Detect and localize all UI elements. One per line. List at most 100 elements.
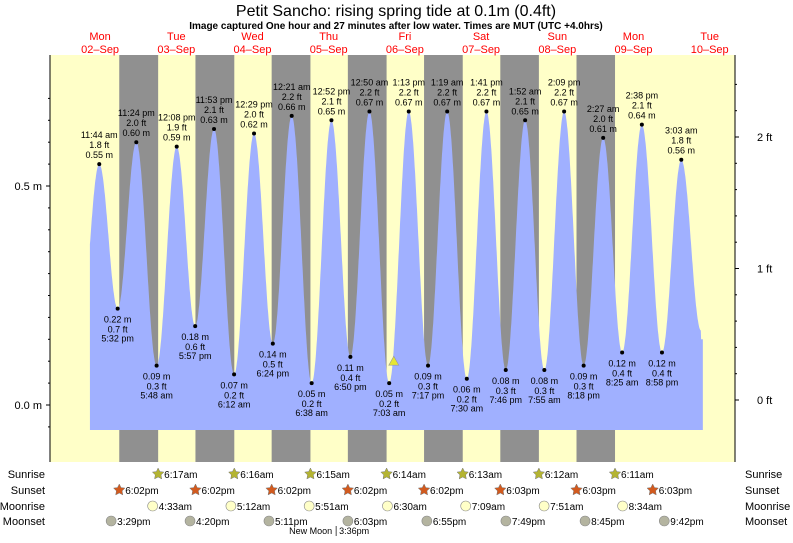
tide-height-m: 0.67 m [550,98,578,108]
high-tide-point [601,135,606,140]
left-axis-tick-label: 0.5 m [14,181,42,193]
tide-height-m: 0.61 m [589,124,617,134]
sunrise-icon [151,467,165,480]
tide-height-m: 0.09 m [570,372,598,382]
moonrise-icon [303,500,315,512]
moonrise-time: 5:51am [315,502,348,513]
moonrise-row-label-right: Moonrise [745,501,790,513]
high-tide-point [484,109,489,114]
sunrise-icon [532,467,546,480]
sunset-row-label-left: Sunset [11,485,45,497]
high-tide-point [174,144,179,149]
high-tide-point [679,157,684,162]
date-label: 02–Sep [81,44,119,56]
tide-height-m: 0.56 m [668,146,696,156]
tide-water-area [89,111,703,430]
tide-height-m: 0.09 m [414,372,442,382]
day-of-week-label: Thu [319,31,338,43]
low-tide-point [115,306,120,311]
low-tide-point [193,324,198,329]
tide-height-ft: 0.4 ft [340,373,361,383]
sunrise-row-label-left: Sunrise [8,469,45,481]
moonrise-time: 8:34am [629,502,662,513]
date-label: 03–Sep [157,44,195,56]
day-of-week-label: Tue [167,31,186,43]
moonset-time: 7:49pm [512,517,545,528]
high-tide-point [445,109,450,114]
moonset-time: 6:03pm [354,517,387,528]
tide-height-m: 0.09 m [143,372,171,382]
high-tide-point [639,122,644,127]
sunset-row-label-right: Sunset [745,485,779,497]
low-tide-point [620,350,625,355]
tide-height-ft: 0.5 ft [263,360,284,370]
low-tide-point [464,376,469,381]
sunset-icon [189,483,202,496]
high-tide-point [367,109,372,114]
low-tide-point [154,363,159,368]
day-of-week-label: Sat [473,31,490,43]
moonset-time: 5:11pm [275,517,308,528]
sunrise-time: 6:14am [393,470,426,481]
sunset-time: 6:02pm [354,486,387,497]
tide-height-ft: 0.3 ft [496,386,517,396]
sunset-time: 6:02pm [278,486,311,497]
tide-height-ft: 2.1 ft [515,96,536,106]
tide-height-m: 0.08 m [531,376,559,386]
tide-time: 6:50 pm [334,382,367,392]
moonset-icon [105,515,117,527]
moonrise-time: 5:12am [237,502,270,513]
tide-height-ft: 0.2 ft [302,399,323,409]
tide-time: 2:38 pm [626,91,659,101]
moonset-icon [342,515,354,527]
date-label: 09–Sep [615,44,653,56]
moonset-row-label-right: Moonset [745,516,787,528]
moonrise-time: 7:51am [550,502,583,513]
day-of-week-label: Fri [398,31,411,43]
sunrise-icon [304,467,317,480]
tide-height-m: 0.67 m [395,98,423,108]
sunrise-icon [228,467,241,480]
tide-height-m: 0.11 m [337,363,364,373]
moonrise-row-label-left: Moonrise [0,501,45,513]
sunrise-time: 6:15am [316,470,349,481]
tide-time: 11:53 pm [196,95,233,105]
high-tide-point [97,162,102,167]
tide-height-ft: 2.2 ft [437,88,458,98]
tide-height-ft: 0.3 ft [534,386,555,396]
day-of-week-label: Tue [700,31,719,43]
date-label: 06–Sep [386,44,424,56]
low-tide-point [232,372,237,377]
low-tide-point [348,354,353,359]
tide-time: 1:19 am [431,78,464,88]
low-tide-point [503,367,508,372]
tide-time: 6:12 am [218,399,251,409]
right-axis-tick-label: 2 ft [757,132,772,144]
tide-height-ft: 2.2 ft [476,88,497,98]
tide-height-m: 0.55 m [85,150,113,160]
tide-time: 6:24 pm [257,369,290,379]
tide-height-ft: 0.2 ft [379,399,400,409]
tide-height-m: 0.65 m [511,106,539,116]
tide-height-ft: 2.2 ft [554,88,575,98]
moonset-row-label-left: Moonset [3,516,45,528]
right-axis-tick-label: 0 ft [757,395,772,407]
day-of-week-label: Sun [548,31,568,43]
tide-height-m: 0.22 m [104,315,132,325]
tide-height-m: 0.65 m [318,106,346,116]
tide-time: 8:18 pm [567,391,600,401]
sunrise-time: 6:13am [469,470,502,481]
chart-subtitle: Image captured One hour and 27 minutes a… [189,21,603,32]
sunset-time: 6:02pm [201,486,234,497]
moonset-time: 6:55pm [433,517,466,528]
tide-height-ft: 2.1 ft [321,96,342,106]
low-tide-point [270,341,275,346]
tide-time: 7:55 am [528,395,561,405]
moonrise-icon [617,500,628,512]
tide-height-m: 0.67 m [356,98,384,108]
sunrise-icon [456,467,469,480]
tide-height-m: 0.06 m [453,385,481,395]
tide-height-ft: 0.2 ft [224,390,245,400]
tide-height-ft: 1.8 ft [89,140,110,150]
